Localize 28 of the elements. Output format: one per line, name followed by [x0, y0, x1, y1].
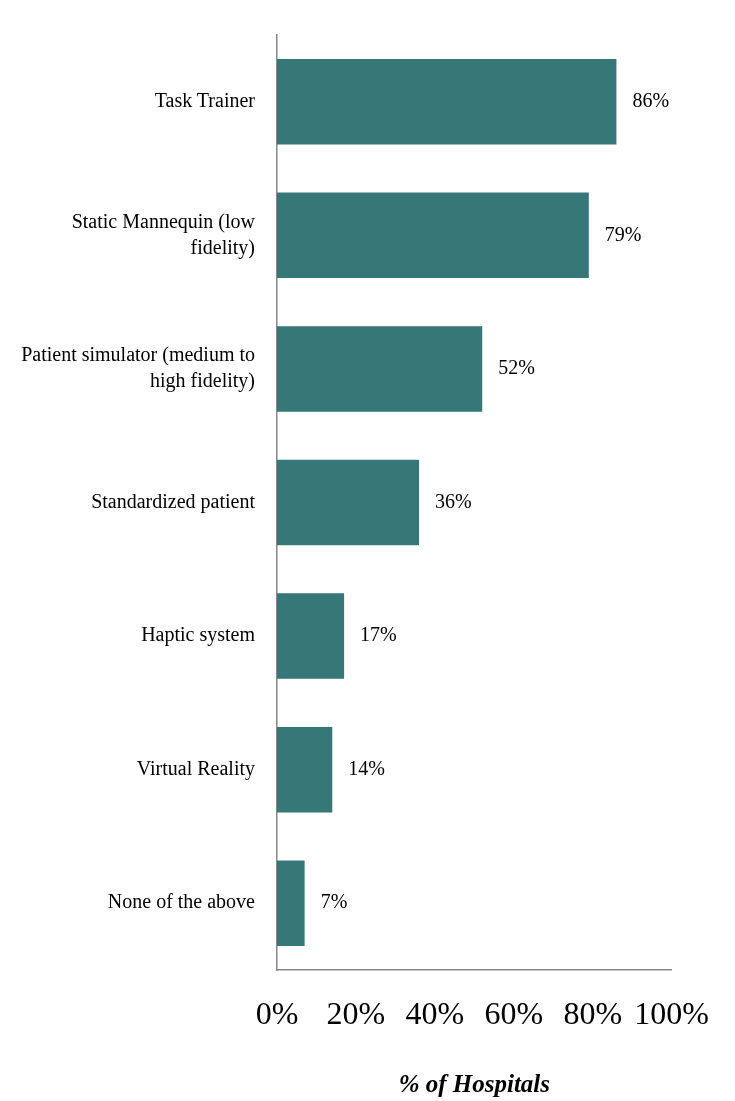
- bar: [277, 726, 333, 813]
- y-tick-label: Patient simulator (medium to high fidelity): [21, 343, 255, 393]
- data-label: 7%: [320, 890, 348, 913]
- y-tick-label: Haptic system: [141, 623, 256, 647]
- data-label: 36%: [435, 489, 472, 512]
- x-tick-label: 40%: [405, 994, 465, 1031]
- data-label: 86%: [632, 89, 670, 112]
- y-tick-label: Virtual Reality: [136, 756, 255, 780]
- bar: [277, 459, 420, 546]
- y-tick-label: Static Mannequin (low fidelity): [71, 209, 256, 259]
- x-tick-label: 0%: [255, 994, 299, 1031]
- x-tick-label: 80%: [563, 994, 623, 1031]
- bar: [277, 326, 483, 412]
- x-tick-label: 20%: [326, 994, 386, 1031]
- y-tick-label: Standardized patient: [91, 489, 256, 513]
- bar: [277, 59, 617, 145]
- bar: [277, 192, 589, 279]
- data-label: 52%: [498, 356, 535, 379]
- data-label: 79%: [604, 222, 642, 245]
- y-tick-label: None of the above: [107, 890, 256, 913]
- y-tick-label: Task Trainer: [154, 89, 256, 112]
- bar: [277, 860, 305, 946]
- x-tick-label: 60%: [484, 994, 544, 1031]
- x-tick-label: 100%: [634, 994, 709, 1031]
- data-label: 17%: [360, 623, 397, 646]
- bar: [277, 593, 345, 679]
- data-label: 14%: [348, 756, 385, 779]
- x-axis-title: % of Hospitals: [398, 1070, 551, 1098]
